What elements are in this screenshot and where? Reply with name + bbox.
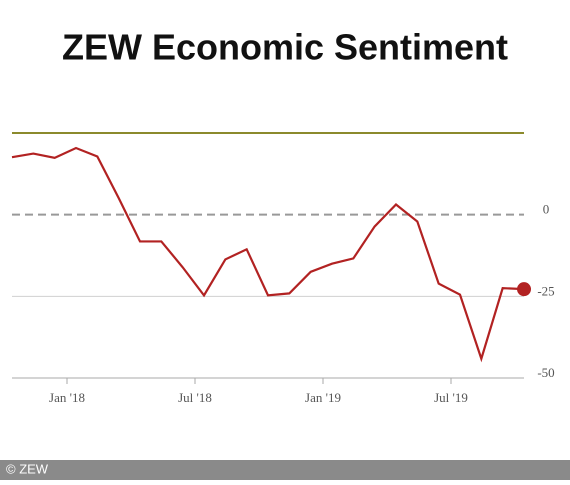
x-tick-label: Jan '18 — [49, 390, 85, 405]
footer-bar — [0, 460, 570, 480]
x-tick-label: Jul '19 — [434, 390, 468, 405]
last-point — [517, 282, 531, 297]
y-tick-label: -50 — [537, 365, 554, 380]
chart-title: ZEW Economic Sentiment — [62, 27, 508, 68]
credit: © ZEW — [6, 461, 49, 476]
series-line — [11, 146, 525, 363]
x-tick-label: Jan '19 — [305, 390, 341, 405]
x-tick-label: Jul '18 — [178, 390, 212, 405]
y-tick-label: -25 — [537, 283, 554, 298]
y-tick-label: 0 — [543, 202, 550, 217]
